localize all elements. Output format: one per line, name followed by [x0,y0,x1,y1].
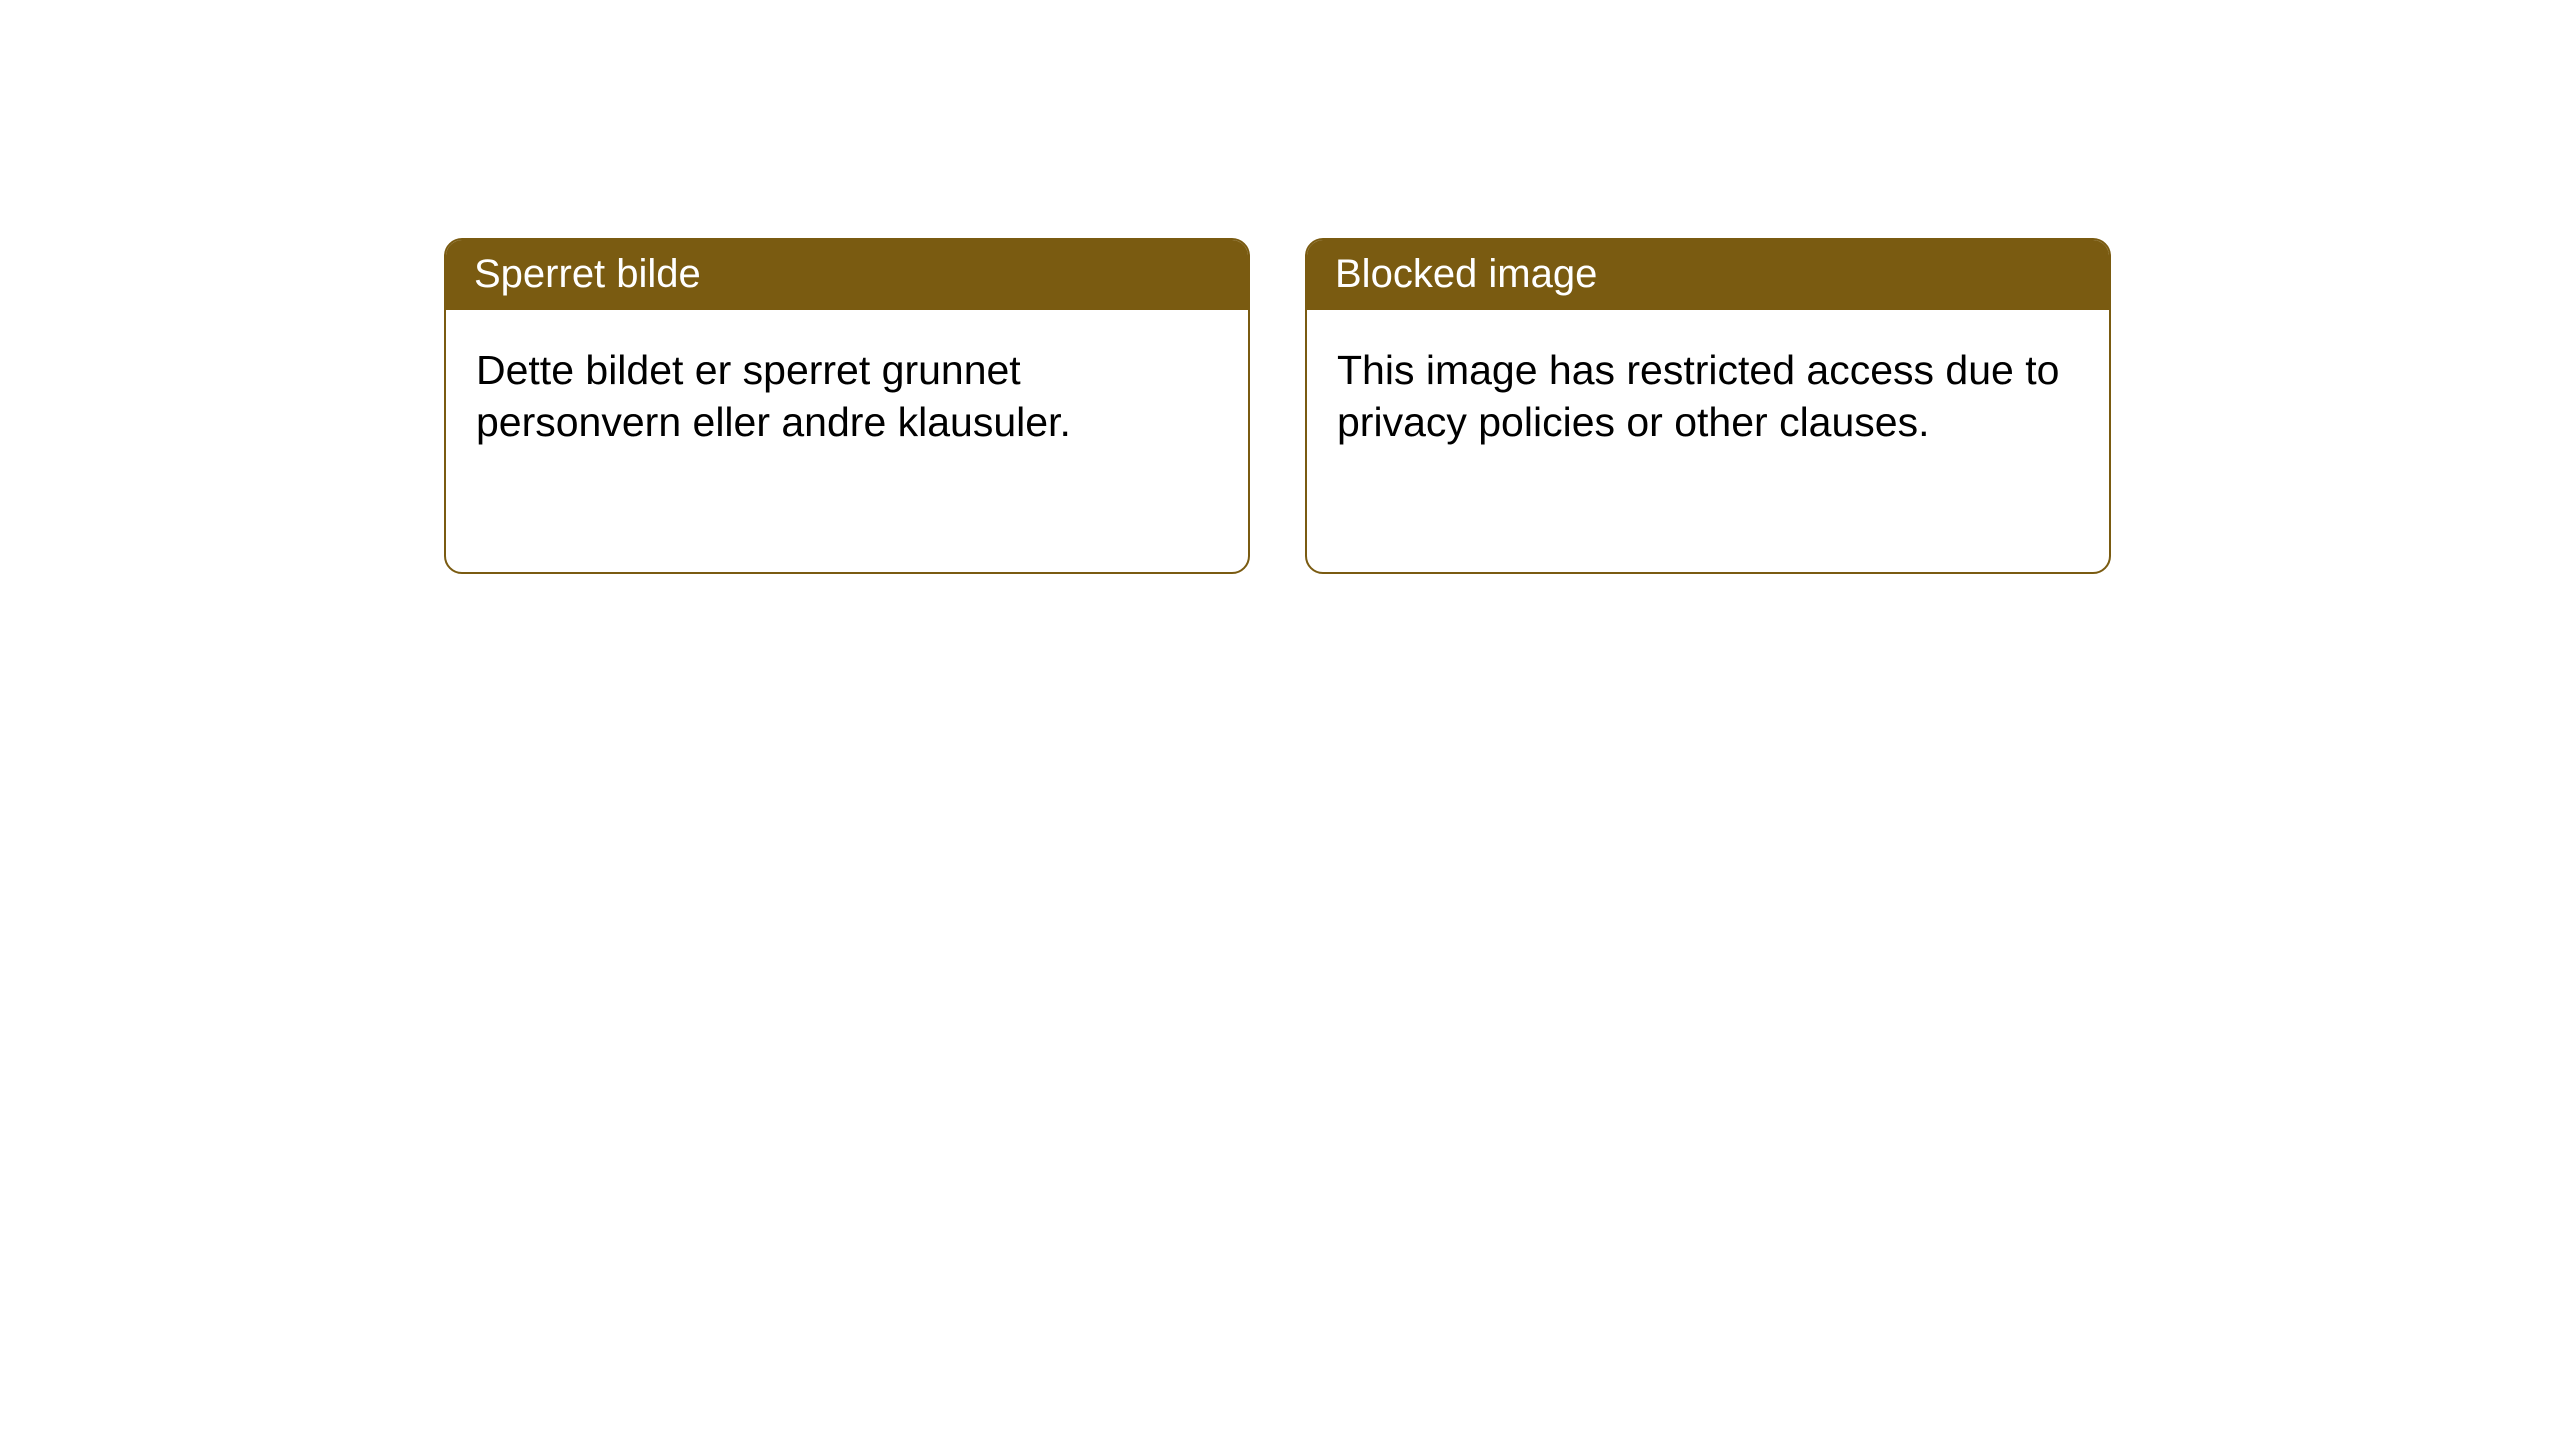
card-title: Sperret bilde [474,252,701,296]
card-body-text: Dette bildet er sperret grunnet personve… [476,347,1071,445]
card-body: Dette bildet er sperret grunnet personve… [446,310,1248,483]
card-body-text: This image has restricted access due to … [1337,347,2059,445]
notice-card-norwegian: Sperret bilde Dette bildet er sperret gr… [444,238,1250,574]
card-body: This image has restricted access due to … [1307,310,2109,483]
notice-cards-container: Sperret bilde Dette bildet er sperret gr… [0,0,2560,574]
notice-card-english: Blocked image This image has restricted … [1305,238,2111,574]
card-title: Blocked image [1335,252,1597,296]
card-header: Blocked image [1307,240,2109,310]
card-header: Sperret bilde [446,240,1248,310]
